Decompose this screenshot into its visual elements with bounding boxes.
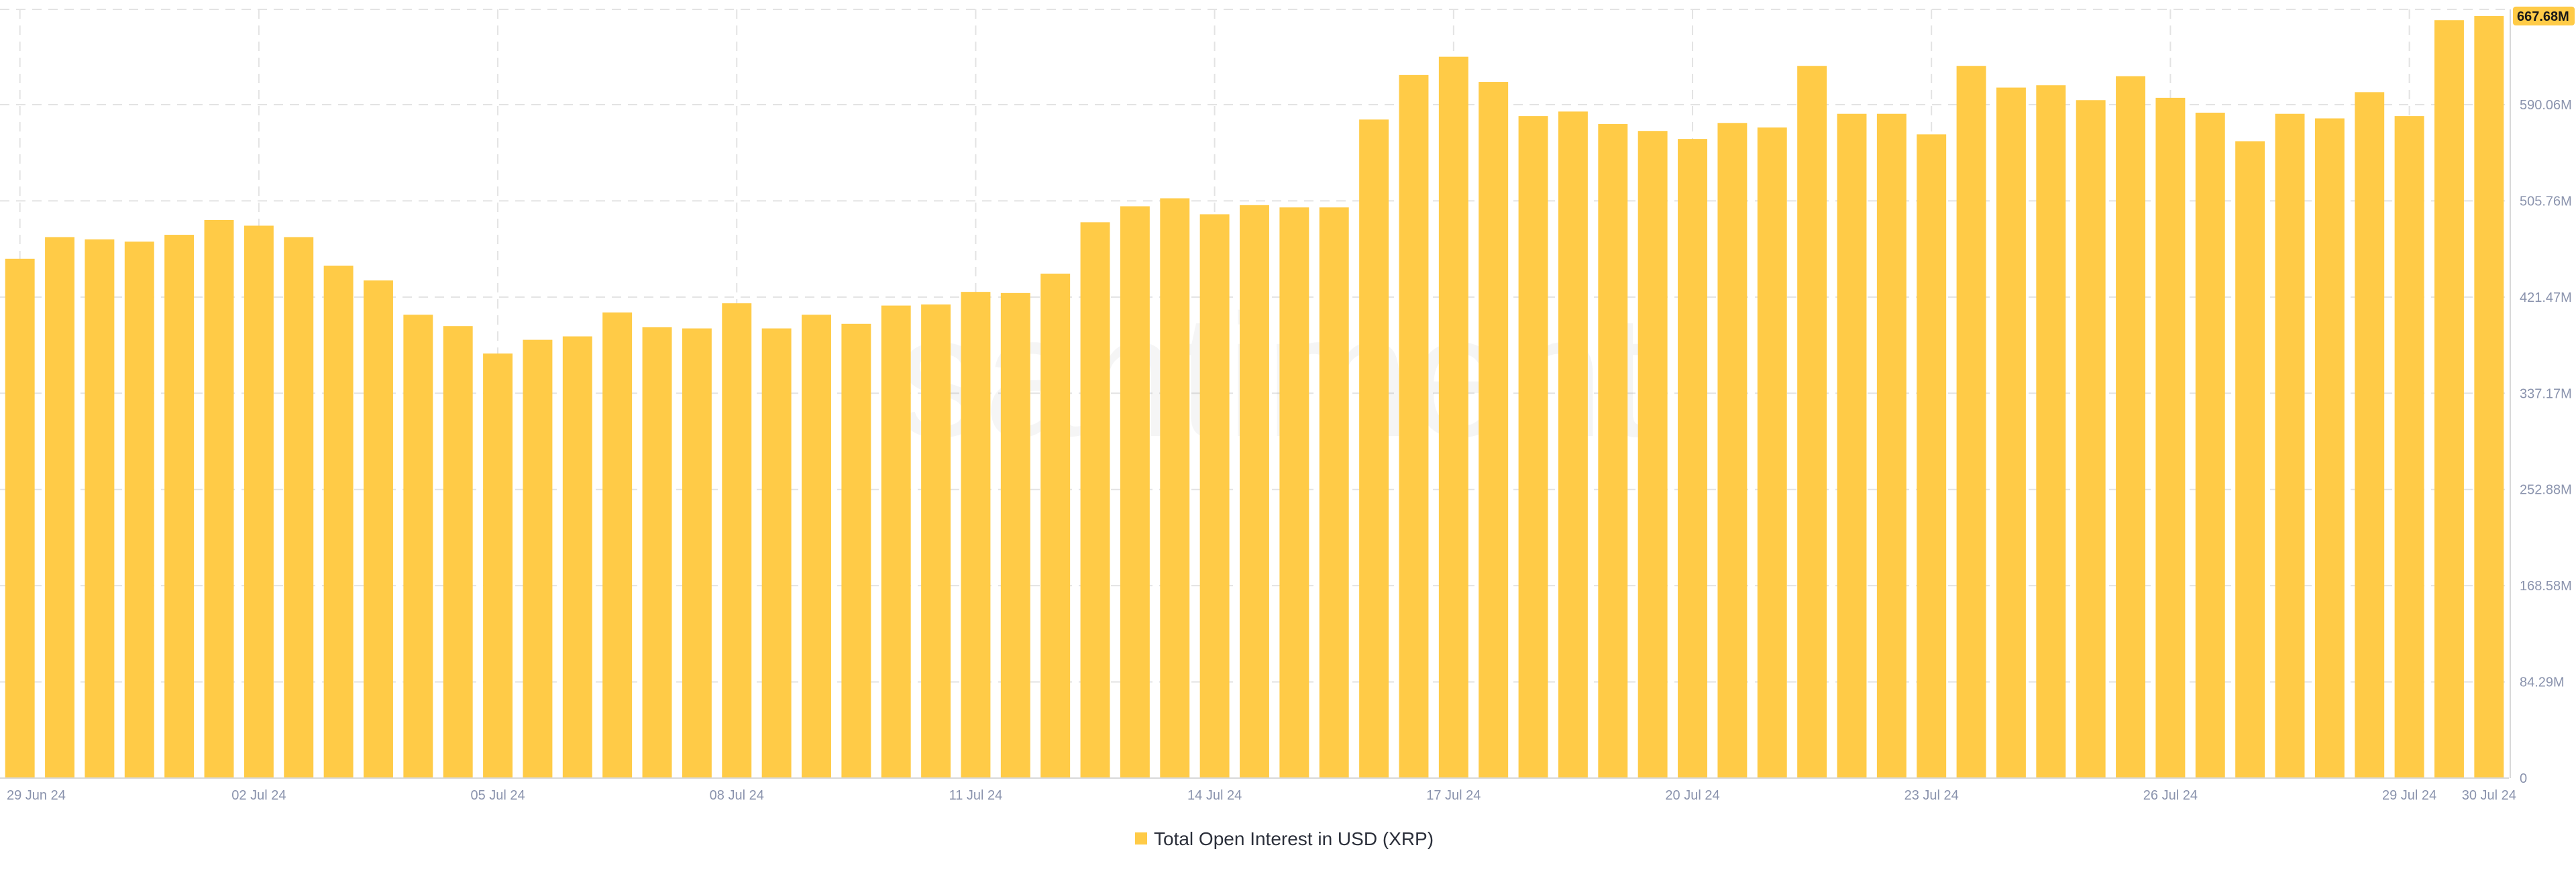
bar[interactable] — [921, 304, 951, 778]
bar[interactable] — [1678, 139, 1707, 778]
bar[interactable] — [1040, 273, 1071, 779]
y-tick-label: 84.29M — [2520, 675, 2565, 690]
bar[interactable] — [2195, 112, 2225, 778]
bar[interactable] — [1438, 56, 1468, 778]
x-tick-label: 30 Jul 24 — [2462, 788, 2516, 803]
y-tick-label: 252.88M — [2520, 483, 2572, 498]
bar[interactable] — [1199, 214, 1230, 779]
bar[interactable] — [2116, 76, 2145, 778]
current-value-badge: 667.68M — [2513, 6, 2575, 25]
bar[interactable] — [2275, 113, 2305, 779]
bar[interactable] — [1000, 292, 1030, 778]
bar[interactable] — [1120, 206, 1150, 778]
bar[interactable] — [1598, 124, 1628, 778]
y-tick-label: 421.47M — [2520, 290, 2572, 305]
legend[interactable]: Total Open Interest in USD (XRP) — [1135, 828, 1434, 849]
x-tick-label: 20 Jul 24 — [1665, 788, 1719, 803]
bar[interactable] — [802, 315, 831, 779]
bar[interactable] — [5, 258, 35, 778]
bar[interactable] — [2434, 20, 2464, 779]
bar[interactable] — [85, 239, 115, 778]
bar[interactable] — [1240, 205, 1269, 778]
bar[interactable] — [284, 237, 314, 778]
x-tick-label: 02 Jul 24 — [231, 788, 286, 803]
bar[interactable] — [1797, 66, 1827, 778]
current-value-badge-text: 667.68M — [2517, 9, 2569, 24]
bar[interactable] — [1757, 127, 1787, 779]
x-tick-label: 14 Jul 24 — [1187, 788, 1242, 803]
bar[interactable] — [1279, 207, 1309, 779]
bar[interactable] — [323, 266, 354, 778]
x-tick-label: 11 Jul 24 — [949, 788, 1003, 803]
bar[interactable] — [2314, 118, 2345, 778]
bar[interactable] — [961, 292, 991, 778]
bar[interactable] — [1837, 113, 1867, 779]
legend-label: Total Open Interest in USD (XRP) — [1154, 828, 1434, 849]
bar[interactable] — [244, 225, 274, 778]
bar[interactable] — [642, 327, 672, 779]
bar[interactable] — [841, 323, 871, 778]
bar[interactable] — [2076, 100, 2106, 779]
x-tick-label: 29 Jul 24 — [2382, 788, 2436, 803]
y-axis: 0 84.29M 168.58M 252.88M 337.17M 421.47M 505.7… — [2510, 9, 2572, 786]
bar[interactable] — [761, 328, 792, 778]
x-tick-label: 05 Jul 24 — [470, 788, 525, 803]
bar[interactable] — [443, 326, 473, 778]
bar[interactable] — [124, 241, 154, 778]
x-tick-label: 17 Jul 24 — [1426, 788, 1481, 803]
bar[interactable] — [403, 315, 433, 779]
bar[interactable] — [1080, 222, 1110, 778]
x-tick-label: 23 Jul 24 — [1904, 788, 1959, 803]
bar[interactable] — [483, 353, 513, 778]
bar[interactable] — [1160, 198, 1190, 778]
bar[interactable] — [1319, 207, 1349, 779]
bar[interactable] — [164, 235, 195, 779]
bar[interactable] — [364, 280, 393, 779]
y-tick-label: 337.17M — [2520, 386, 2572, 401]
bar[interactable] — [45, 237, 75, 778]
x-tick-label: 26 Jul 24 — [2143, 788, 2198, 803]
bar[interactable] — [204, 219, 234, 779]
bar[interactable] — [1638, 131, 1668, 778]
bar[interactable] — [2355, 92, 2385, 778]
bar[interactable] — [602, 312, 633, 778]
bar[interactable] — [1518, 116, 1548, 778]
y-tick-label: 168.58M — [2520, 579, 2572, 594]
bars-layer — [5, 15, 2504, 779]
bar[interactable] — [2394, 116, 2424, 778]
bar[interactable] — [1956, 66, 1986, 778]
legend-swatch — [1135, 832, 1147, 844]
bar[interactable] — [1876, 113, 1907, 779]
x-tick-label: 08 Jul 24 — [710, 788, 764, 803]
bar[interactable] — [1479, 82, 1509, 779]
bar[interactable] — [1359, 119, 1389, 778]
bar[interactable] — [2235, 141, 2265, 779]
bar[interactable] — [881, 305, 911, 778]
x-tick-label: 29 Jun 24 — [7, 788, 66, 803]
y-tick-label: 0 — [2520, 771, 2527, 786]
bar[interactable] — [2036, 85, 2066, 778]
bar[interactable] — [682, 328, 712, 778]
bar[interactable] — [523, 339, 553, 779]
bar[interactable] — [1917, 134, 1947, 779]
bar[interactable] — [2155, 97, 2186, 778]
bar[interactable] — [1717, 123, 1748, 779]
bar[interactable] — [1996, 87, 2026, 779]
bar[interactable] — [2474, 15, 2504, 778]
bar[interactable] — [1558, 111, 1588, 778]
y-tick-label: 590.06M — [2520, 98, 2572, 113]
y-tick-label: 505.76M — [2520, 194, 2572, 209]
x-axis: 29 Jun 24 02 Jul 24 05 Jul 24 08 Jul 24 11 J… — [0, 777, 2516, 803]
bar[interactable] — [722, 303, 752, 778]
current-value-badge-bg — [2513, 6, 2575, 25]
bar[interactable] — [562, 336, 592, 778]
bar[interactable] — [1399, 74, 1429, 779]
